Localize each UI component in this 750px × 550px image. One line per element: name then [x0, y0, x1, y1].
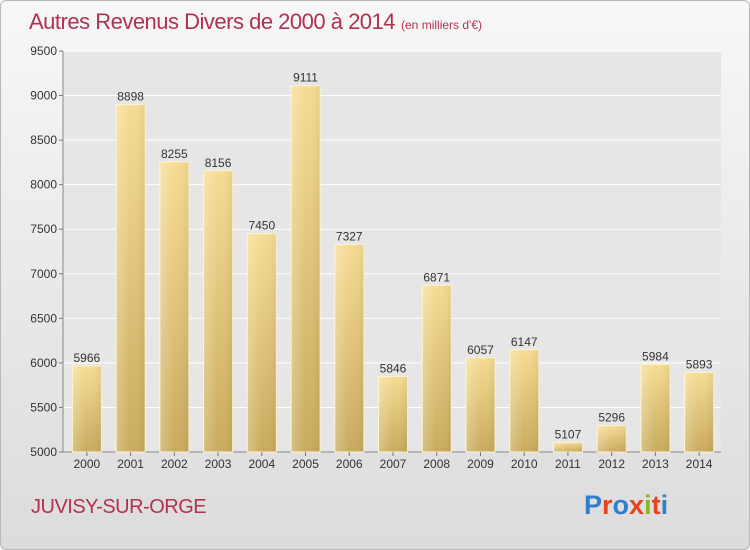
y-tick-label: 7500	[30, 222, 57, 236]
value-label-2009: 6057	[467, 343, 494, 357]
y-tick-label: 9500	[30, 44, 57, 58]
bar-shade-2012	[597, 425, 627, 452]
chart-title-main: Autres Revenus Divers de 2000 à 2014	[29, 9, 396, 34]
x-tick-label-2007: 2007	[380, 457, 407, 471]
y-tick-label: 5000	[30, 445, 57, 459]
value-label-2011: 5107	[555, 427, 582, 441]
bar-shade-2006	[334, 244, 364, 452]
brand-letter: P	[584, 490, 603, 520]
value-label-2006: 7327	[336, 230, 363, 244]
bar-shade-2008	[422, 285, 452, 452]
value-label-2001: 8898	[117, 90, 144, 104]
bar-shade-2000	[72, 365, 102, 452]
y-tick-label: 6000	[30, 356, 57, 370]
brand-letter: x	[629, 490, 645, 520]
y-tick-label: 6500	[30, 311, 57, 325]
x-tick-label-2002: 2002	[161, 457, 188, 471]
bar-shade-2002	[159, 161, 189, 452]
x-tick-label-2003: 2003	[205, 457, 232, 471]
y-tick-label: 5500	[30, 400, 57, 414]
bar-shade-2009	[465, 357, 495, 452]
value-label-2010: 6147	[511, 335, 538, 349]
bar-shade-2014	[684, 372, 714, 452]
x-tick-label-2010: 2010	[511, 457, 538, 471]
brand-letter: t	[651, 490, 661, 520]
x-tick-label-2005: 2005	[292, 457, 319, 471]
value-label-2005: 9111	[293, 71, 318, 85]
bar-shade-2005	[291, 85, 321, 453]
y-tick-label: 8000	[30, 178, 57, 192]
value-label-2002: 8255	[161, 147, 188, 161]
x-tick-label-2001: 2001	[117, 457, 144, 471]
bar-shade-2007	[378, 376, 408, 452]
x-tick-label-2008: 2008	[423, 457, 450, 471]
x-tick-label-2000: 2000	[74, 457, 101, 471]
x-tick-label-2012: 2012	[598, 457, 625, 471]
bar-shade-2011	[553, 442, 583, 452]
bar-shade-2001	[116, 104, 146, 452]
x-tick-label-2014: 2014	[686, 457, 713, 471]
x-tick-label-2004: 2004	[248, 457, 275, 471]
y-tick-label: 8500	[30, 133, 57, 147]
bar-shade-2003	[203, 170, 233, 453]
location-label: JUVISY-SUR-ORGE	[31, 496, 207, 518]
value-label-2003: 8156	[205, 156, 232, 170]
chart-subtitle: (en milliers d'€)	[401, 18, 482, 32]
x-tick-label-2011: 2011	[555, 457, 581, 471]
brand-logo: Proxiti	[584, 490, 668, 521]
x-tick-label-2006: 2006	[336, 457, 363, 471]
value-label-2000: 5966	[74, 351, 101, 365]
brand-letter: i	[660, 490, 669, 520]
value-label-2008: 6871	[423, 270, 450, 284]
chart-title: Autres Revenus Divers de 2000 à 2014 (en …	[29, 9, 482, 35]
value-label-2013: 5984	[642, 349, 669, 363]
x-tick-label-2009: 2009	[467, 457, 494, 471]
value-label-2012: 5296	[598, 411, 625, 425]
brand-letter: i	[644, 490, 652, 520]
y-tick-label: 9000	[30, 89, 57, 103]
bar-shade-2010	[509, 349, 539, 452]
value-label-2007: 5846	[380, 362, 407, 376]
value-label-2004: 7450	[248, 219, 275, 233]
x-tick-label-2013: 2013	[642, 457, 669, 471]
y-tick-label: 7000	[30, 267, 57, 281]
bar-shade-2013	[640, 364, 670, 452]
brand-letter: r	[602, 490, 613, 520]
brand-letter: o	[612, 490, 630, 520]
value-label-2014: 5893	[686, 357, 713, 371]
bar-shade-2004	[247, 233, 277, 452]
